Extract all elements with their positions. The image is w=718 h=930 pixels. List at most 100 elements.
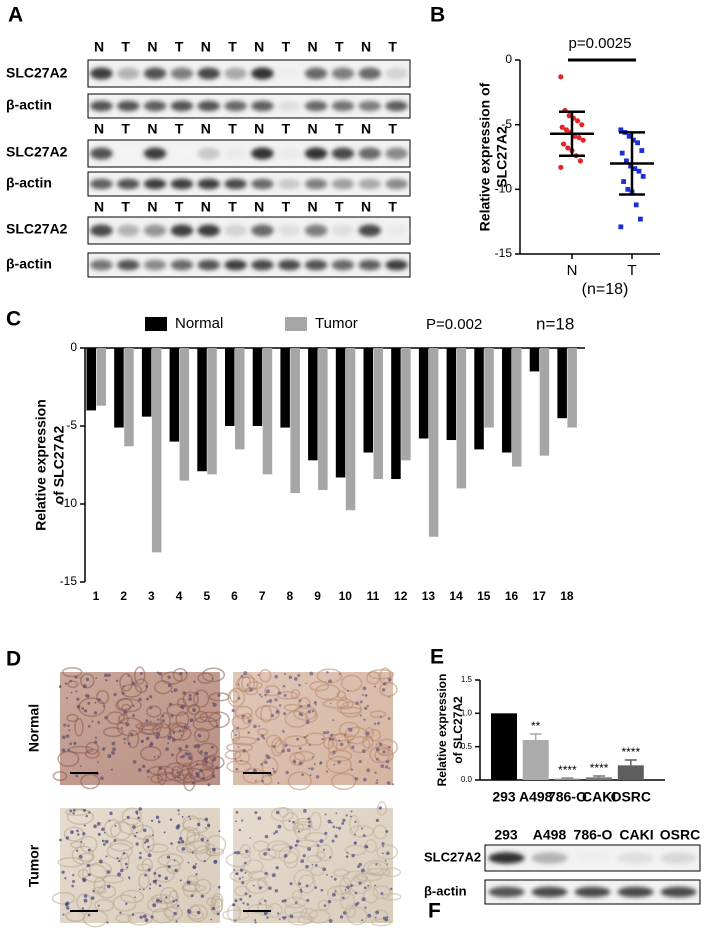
ihc-nucleus	[108, 819, 111, 822]
x-tick-label: CAKI	[582, 789, 616, 805]
lane-label: N	[254, 121, 264, 137]
ihc-nucleus	[300, 890, 303, 893]
ihc-structure	[80, 773, 100, 790]
ihc-structure	[168, 889, 179, 906]
ihc-nucleus	[70, 830, 74, 834]
ihc-nucleus	[249, 837, 252, 839]
ihc-nucleus	[166, 855, 171, 859]
lane-label: T	[282, 199, 291, 215]
ihc-nucleus	[328, 737, 333, 741]
ihc-structure	[278, 846, 300, 864]
data-point	[576, 135, 582, 141]
ihc-nucleus	[173, 859, 176, 862]
ihc-nucleus	[246, 903, 250, 906]
ihc-nucleus	[376, 779, 379, 782]
blot-band	[197, 100, 221, 112]
ihc-nucleus	[210, 745, 214, 749]
ihc-nucleus	[83, 709, 88, 713]
ihc-nucleus	[264, 899, 267, 903]
ihc-nucleus	[156, 732, 161, 737]
blot-band	[90, 100, 113, 112]
ihc-structure	[348, 735, 371, 754]
ihc-nucleus	[362, 686, 367, 691]
ihc-nucleus	[170, 842, 173, 845]
ihc-nucleus	[146, 769, 150, 774]
ihc-nucleus	[181, 847, 186, 851]
ihc-nucleus	[264, 912, 267, 916]
y-tick-label: -15	[495, 246, 513, 260]
y-tick-label: 0.5	[461, 742, 473, 751]
data-point	[561, 141, 567, 147]
ihc-nucleus	[341, 821, 345, 825]
ihc-nucleus	[207, 783, 211, 787]
ihc-nucleus	[103, 831, 106, 834]
ihc-nucleus	[308, 824, 311, 828]
ihc-nucleus	[294, 844, 298, 847]
bar	[335, 348, 346, 478]
ihc-nucleus	[326, 873, 328, 876]
ihc-nucleus	[236, 850, 241, 855]
ihc-nucleus	[86, 863, 91, 868]
lane-label: N	[147, 199, 157, 215]
ihc-nucleus	[157, 755, 160, 758]
ihc-nucleus	[345, 855, 349, 858]
ihc-nucleus	[320, 888, 324, 892]
ihc-nucleus	[332, 719, 335, 722]
ihc-nucleus	[239, 897, 243, 901]
ihc-nucleus	[175, 898, 178, 902]
blot-band	[197, 224, 221, 237]
ihc-nucleus	[80, 841, 83, 843]
y-axis-label: Relative expression of	[477, 82, 493, 231]
ihc-nucleus	[267, 848, 271, 852]
ihc-structure	[344, 844, 367, 856]
ihc-nucleus	[234, 758, 237, 760]
ihc-structure	[51, 891, 76, 905]
ihc-nucleus	[177, 776, 180, 779]
ihc-structure	[208, 711, 230, 729]
ihc-nucleus	[277, 912, 280, 915]
ihc-nucleus	[361, 827, 364, 830]
ihc-structure	[194, 710, 209, 724]
ihc-nucleus	[93, 824, 97, 829]
ihc-nucleus	[169, 818, 173, 822]
ihc-nucleus	[104, 839, 109, 844]
ihc-nucleus	[359, 700, 363, 704]
ihc-nucleus	[362, 777, 367, 782]
ihc-nucleus	[385, 760, 390, 764]
ihc-nucleus	[152, 903, 157, 908]
ihc-nucleus	[375, 747, 380, 752]
ihc-nucleus	[257, 816, 262, 821]
ihc-nucleus	[97, 721, 101, 724]
blot-band	[358, 224, 382, 237]
ihc-structure	[170, 768, 181, 779]
ihc-structure	[373, 909, 389, 923]
row-label: SLC27A2	[424, 849, 481, 864]
ihc-structure	[376, 801, 387, 816]
ihc-nucleus	[288, 820, 291, 823]
ihc-nucleus	[130, 732, 134, 736]
ihc-nucleus	[216, 912, 220, 916]
ihc-nucleus	[70, 691, 73, 694]
ihc-nucleus	[247, 719, 252, 723]
ihc-structure	[370, 918, 392, 927]
ihc-nucleus	[366, 705, 369, 708]
lane-label: T	[335, 39, 344, 55]
ihc-nucleus	[146, 697, 149, 701]
blot-band	[143, 147, 167, 160]
ihc-structure	[284, 896, 307, 909]
ihc-nucleus	[388, 767, 391, 770]
ihc-nucleus	[346, 689, 350, 692]
ihc-nucleus	[374, 884, 377, 887]
ihc-nucleus	[375, 818, 380, 822]
ihc-image	[51, 807, 227, 928]
ihc-nucleus	[301, 714, 304, 717]
ihc-nucleus	[121, 691, 125, 695]
lane-label: N	[361, 121, 371, 137]
ihc-nucleus	[361, 919, 364, 922]
ihc-nucleus	[293, 676, 298, 681]
ihc-structure	[376, 844, 399, 860]
ihc-nucleus	[167, 684, 172, 688]
ihc-nucleus	[342, 911, 347, 915]
ihc-nucleus	[79, 765, 82, 767]
lane-label: T	[121, 199, 130, 215]
